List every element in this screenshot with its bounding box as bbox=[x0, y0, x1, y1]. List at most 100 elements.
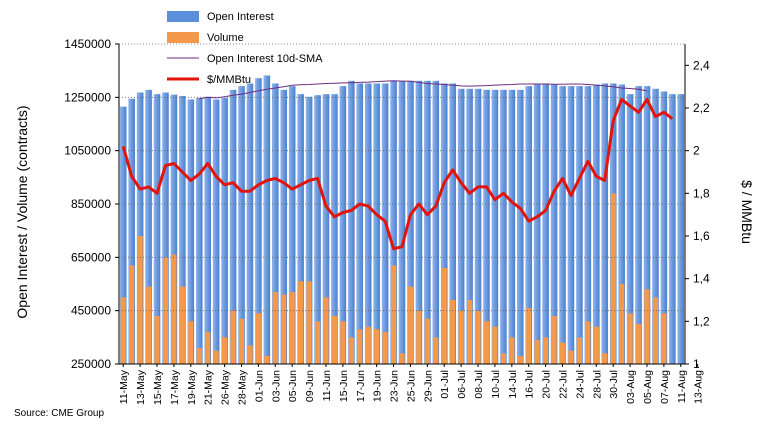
open-interest-bar bbox=[432, 80, 440, 365]
x-tick-label: 19-May bbox=[186, 369, 198, 405]
right-tick-label: 1 bbox=[693, 357, 700, 371]
x-tick-label: 01-Jun bbox=[253, 370, 265, 402]
open-interest-bar bbox=[305, 96, 313, 365]
y2-axis-title: $ / MMBtu bbox=[739, 180, 755, 244]
open-interest-bar bbox=[516, 89, 524, 365]
volume-bar bbox=[162, 257, 169, 364]
volume-bar bbox=[171, 254, 177, 364]
volume-bar bbox=[559, 342, 566, 364]
x-tick-label: 13-Aug bbox=[693, 370, 705, 404]
open-interest-bar bbox=[204, 96, 211, 365]
volume-bar bbox=[517, 356, 523, 364]
x-tick-label: 07-Aug bbox=[659, 370, 671, 404]
volume-bar bbox=[298, 281, 304, 364]
volume-bar bbox=[281, 294, 287, 364]
open-interest-bar bbox=[229, 89, 237, 365]
volume-bar bbox=[289, 292, 295, 364]
open-interest-bar bbox=[153, 94, 161, 364]
open-interest-bar bbox=[187, 99, 195, 364]
open-interest-bar bbox=[584, 86, 592, 364]
open-interest-bar bbox=[238, 86, 245, 364]
x-tick-label: 15-May bbox=[152, 369, 164, 405]
open-interest-bar bbox=[491, 89, 499, 365]
open-interest-bar bbox=[297, 94, 304, 364]
gridlines bbox=[119, 43, 685, 312]
x-tick-label: 03-Aug bbox=[625, 370, 637, 404]
x-tick-label: 09-Jun bbox=[304, 370, 316, 402]
volume-bar bbox=[340, 321, 346, 364]
open-interest-bars bbox=[119, 75, 685, 365]
x-tick-label: 03-Jun bbox=[270, 370, 282, 402]
right-tick-label: 2,2 bbox=[693, 101, 710, 115]
open-interest-bar bbox=[618, 84, 625, 364]
x-tick-label: 24-Jul bbox=[574, 370, 586, 399]
y-axis-title: Open Interest / Volume (contracts) bbox=[14, 105, 30, 318]
legend-swatch-volume bbox=[167, 32, 199, 43]
volume-bar bbox=[255, 313, 262, 364]
open-interest-bar bbox=[559, 86, 566, 364]
x-tick-label: 05-Aug bbox=[642, 370, 654, 404]
open-interest-bar bbox=[576, 86, 583, 364]
open-interest-bar bbox=[255, 78, 262, 364]
left-tick-label: 850000 bbox=[71, 197, 111, 211]
right-tick-label: 2 bbox=[693, 144, 700, 158]
volume-bar bbox=[542, 337, 549, 364]
x-tick-label: 16-Jul bbox=[524, 370, 536, 399]
volume-bar bbox=[390, 265, 397, 364]
x-tick-label: 22-Jul bbox=[558, 370, 570, 399]
x-axis-ticks: 11-May 13-May 15-May 17-May 19-May 21-May 26-M… bbox=[118, 364, 705, 405]
open-interest-bar bbox=[263, 75, 271, 364]
left-tick-label: 1450000 bbox=[64, 37, 111, 51]
x-tick-label: 17-May bbox=[169, 369, 181, 405]
x-tick-label: 23-Jun bbox=[389, 370, 401, 402]
open-interest-bar bbox=[339, 86, 347, 364]
open-interest-bar bbox=[195, 97, 203, 365]
volume-bar bbox=[407, 286, 414, 364]
x-tick-label: 28-Jul bbox=[591, 370, 603, 399]
volume-bar bbox=[399, 353, 405, 364]
open-interest-bar bbox=[500, 89, 507, 365]
open-interest-bar bbox=[635, 86, 642, 364]
price-line bbox=[121, 98, 674, 251]
x-tick-label: 14-Jul bbox=[507, 370, 519, 399]
x-tick-label: 30-Jul bbox=[608, 370, 620, 399]
x-tick-label: 06-Jul bbox=[456, 370, 468, 399]
volume-bar bbox=[129, 265, 135, 364]
x-tick-label: 21-May bbox=[203, 369, 215, 405]
open-interest-bar bbox=[398, 80, 406, 365]
x-tick-label: 11-Jun bbox=[321, 370, 333, 401]
open-interest-bar bbox=[550, 84, 558, 364]
volume-bar bbox=[593, 326, 599, 364]
x-tick-label: 20-Jul bbox=[541, 370, 553, 399]
volume-bar bbox=[492, 326, 498, 364]
open-interest-bar bbox=[415, 80, 423, 365]
volume-bar bbox=[205, 332, 211, 364]
volume-bars bbox=[120, 193, 667, 364]
open-interest-bar bbox=[212, 99, 220, 364]
open-interest-bar bbox=[677, 94, 685, 364]
open-interest-bar bbox=[483, 89, 490, 365]
open-interest-bar bbox=[288, 86, 296, 364]
volume-bar bbox=[627, 313, 633, 364]
volume-bar bbox=[500, 353, 506, 364]
volume-bar bbox=[441, 268, 447, 364]
open-interest-bar bbox=[508, 89, 516, 365]
volume-bar bbox=[458, 310, 464, 364]
left-tick-label: 650000 bbox=[71, 250, 111, 264]
legend-label-sma: Open Interest 10d-SMA bbox=[207, 53, 323, 65]
x-tick-label: 25-Jun bbox=[405, 370, 417, 402]
legend-label-open-interest: Open Interest bbox=[207, 11, 274, 23]
open-interest-bar bbox=[643, 86, 651, 364]
volume-bar bbox=[466, 300, 473, 364]
volume-bar bbox=[509, 337, 515, 364]
volume-bar bbox=[272, 292, 278, 364]
volume-bar bbox=[230, 310, 236, 364]
open-interest-bar bbox=[449, 83, 456, 364]
volume-bar bbox=[483, 321, 490, 364]
x-tick-label: 19-Jun bbox=[372, 370, 384, 402]
volume-bar bbox=[365, 326, 371, 364]
open-interest-bar bbox=[162, 92, 169, 364]
right-axis-ticks: 1 1,2 1,4 1,6 1,8 2 2,2 2,4 bbox=[685, 58, 710, 371]
volume-bar bbox=[635, 324, 642, 364]
